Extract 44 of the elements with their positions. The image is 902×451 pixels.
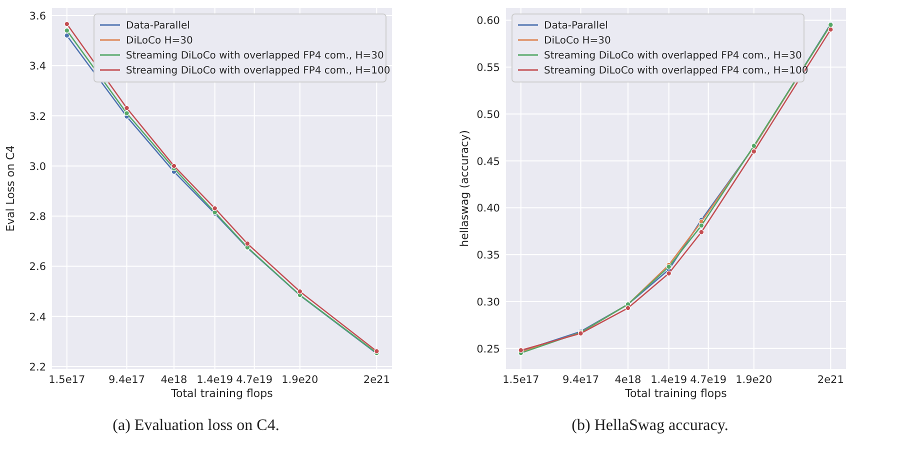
y-tick-label: 0.45: [476, 156, 500, 168]
x-axis-title: Total training flops: [170, 387, 274, 400]
y-tick-label: 2.6: [29, 261, 46, 274]
y-tick-label: 3.4: [29, 60, 46, 73]
x-tick-label: 1.5e17: [502, 374, 540, 386]
y-tick-label: 0.30: [476, 296, 500, 308]
x-axis-title: Total training flops: [624, 387, 728, 400]
legend-label: Streaming DiLoCo with overlapped FP4 com., H=100: [126, 66, 390, 76]
x-tick-label: 1.9e20: [282, 374, 318, 386]
y-tick-label: 0.60: [476, 15, 500, 28]
y-tick-label: 0.55: [476, 62, 500, 74]
x-tick-label: 9.4e17: [562, 374, 600, 386]
x-tick-label: 1.5e17: [48, 374, 86, 386]
x-tick-label: 1.4e19: [650, 374, 688, 386]
legend-label: Data-Parallel: [126, 20, 190, 32]
y-tick-label: 3.0: [29, 160, 46, 173]
y-axis-title: hellaswag (accuracy): [458, 130, 471, 247]
x-tick-label: 4.7e19: [236, 374, 273, 386]
y-tick-label: 2.4: [29, 311, 46, 324]
x-tick-label: 9.4e17: [108, 374, 146, 386]
legend-label: Data-Parallel: [544, 20, 608, 32]
legend-label: Streaming DiLoCo with overlapped FP4 com., H=30: [126, 50, 384, 62]
y-tick-label: 2.2: [29, 361, 46, 374]
x-tick-label: 1.4e19: [196, 374, 234, 386]
y-tick-label: 2.8: [29, 211, 46, 224]
x-tick-label: 4e18: [160, 374, 188, 386]
legend-label: Streaming DiLoCo with overlapped FP4 com., H=30: [544, 50, 802, 62]
y-tick-label: 3.6: [29, 10, 46, 23]
y-tick-label: 0.40: [476, 202, 500, 215]
y-tick-label: 3.2: [29, 110, 46, 123]
x-tick-label: 4.7e19: [690, 374, 727, 386]
y-axis-title: Eval Loss on C4: [4, 145, 17, 232]
legend-label: DiLoCo H=30: [126, 36, 193, 46]
y-tick-label: 0.25: [476, 343, 500, 356]
legend-label: DiLoCo H=30: [544, 36, 611, 46]
y-tick-label: 0.35: [476, 250, 500, 262]
text: (b) HellaSwag accuracy.: [572, 417, 728, 434]
x-tick-label: 2e21: [817, 374, 844, 386]
y-tick-label: 0.50: [476, 108, 500, 121]
x-tick-label: 4e18: [614, 374, 642, 386]
x-tick-label: 2e21: [363, 374, 390, 386]
text: (a) Evaluation loss on C4.: [112, 417, 280, 434]
legend-label: Streaming DiLoCo with overlapped FP4 com., H=100: [544, 66, 808, 76]
x-tick-label: 1.9e20: [736, 374, 772, 386]
